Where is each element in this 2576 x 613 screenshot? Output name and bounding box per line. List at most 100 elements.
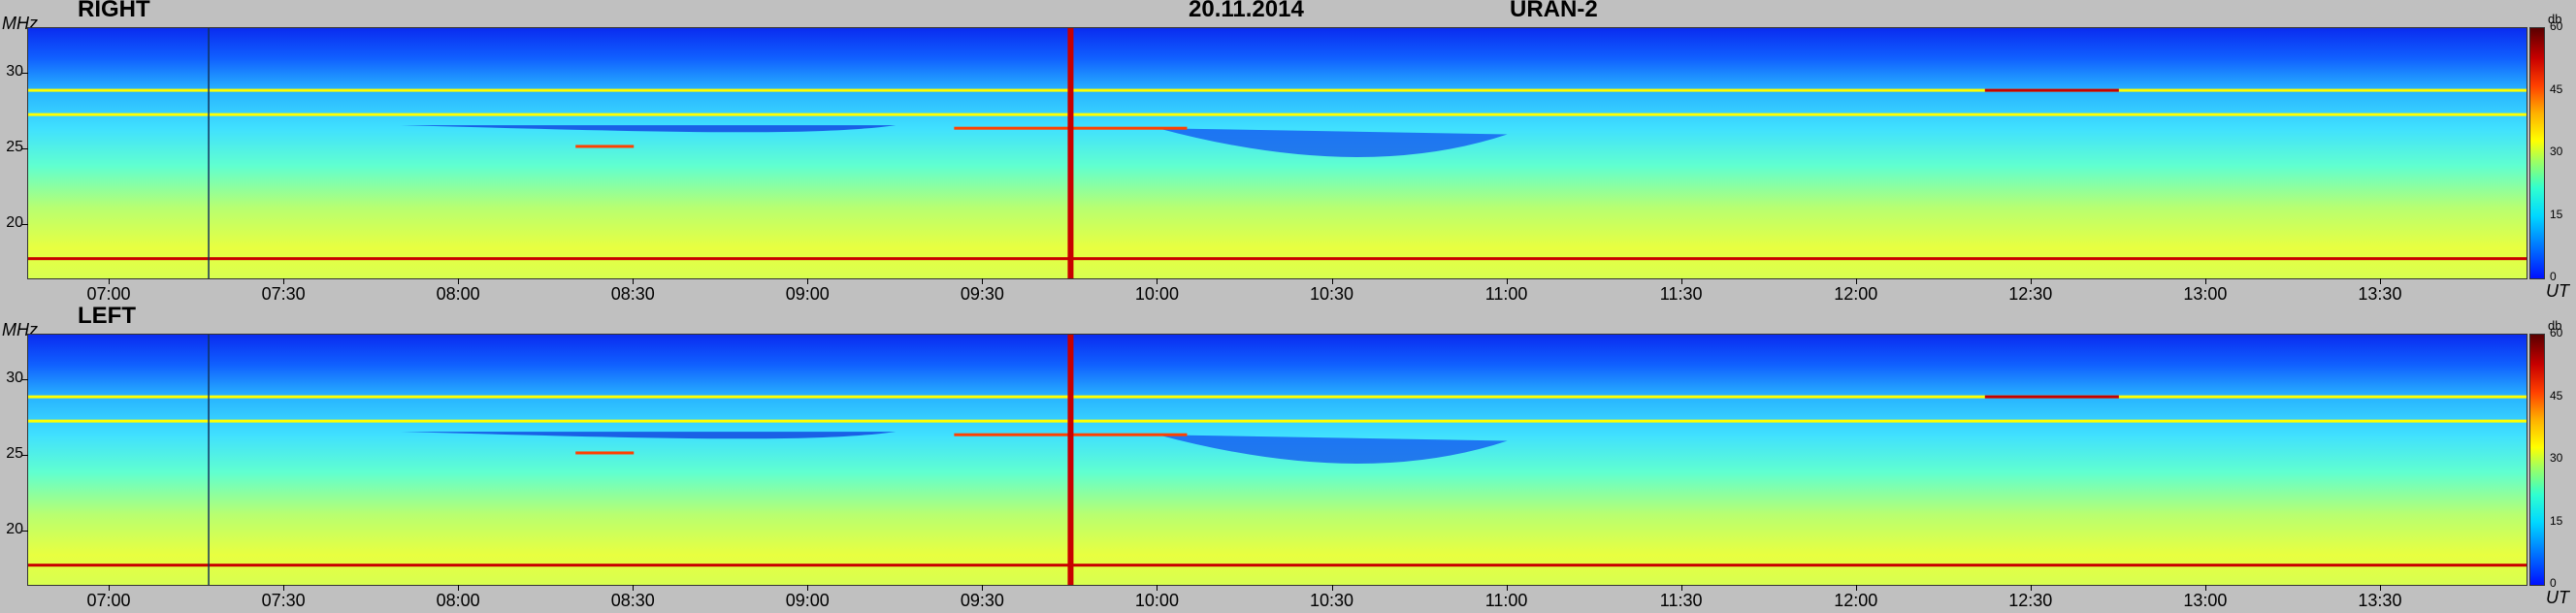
spectrogram-panel-right: RIGHT MHz 20 25 30 07:00 07:30 08:00 08:30 09:… — [0, 0, 2576, 306]
y-tick-mark — [22, 224, 28, 226]
x-tick-mark — [109, 278, 111, 284]
x-tick-label: 10:00 — [1134, 284, 1179, 304]
colorbar-tick-label: 0 — [2550, 270, 2557, 283]
x-tick-mark — [2379, 585, 2381, 591]
spectrogram-background — [28, 28, 2527, 278]
narrowband-line — [1984, 88, 2119, 92]
x-tick-label: 13:30 — [2358, 591, 2402, 610]
x-tick-label: 07:00 — [86, 284, 131, 304]
panel-title: RIGHT — [78, 0, 150, 22]
colorbar — [2529, 27, 2545, 279]
x-tick-mark — [2030, 278, 2032, 284]
x-tick-mark — [1157, 278, 1158, 284]
y-tick-label: 25 — [6, 445, 23, 463]
narrowband-line — [28, 419, 2527, 423]
spectrogram-plot-area — [27, 27, 2527, 279]
x-tick-mark — [458, 278, 460, 284]
x-tick-label: 11:00 — [1484, 591, 1528, 610]
x-tick-mark — [982, 585, 984, 591]
colorbar-tick-label: 30 — [2550, 145, 2563, 158]
x-tick-label: 10:30 — [1309, 284, 1354, 304]
depression-region — [401, 125, 897, 133]
x-tick-label: 09:30 — [960, 284, 1004, 304]
x-tick-label: 13:00 — [2183, 284, 2228, 304]
colorbar-unit: db — [2548, 318, 2562, 333]
x-tick-mark — [283, 278, 285, 284]
x-tick-label: 08:00 — [436, 591, 480, 610]
x-tick-label: 08:30 — [610, 591, 655, 610]
x-tick-label: 07:00 — [86, 591, 131, 610]
x-tick-mark — [458, 585, 460, 591]
x-tick-label: 11:30 — [1659, 284, 1703, 304]
x-tick-label: 08:00 — [436, 284, 480, 304]
broadband-burst — [1067, 28, 1074, 278]
x-tick-mark — [2379, 278, 2381, 284]
x-tick-label: 08:30 — [610, 284, 655, 304]
spectrogram-svg — [28, 335, 2527, 585]
narrowband-line — [28, 257, 2527, 261]
depression-region — [401, 432, 897, 439]
y-tick-mark — [22, 378, 28, 380]
x-tick-label: 11:30 — [1659, 591, 1703, 610]
colorbar-tick-label: 0 — [2550, 576, 2557, 590]
x-tick-mark — [2204, 585, 2206, 591]
narrowband-line — [28, 113, 2527, 116]
colorbar-tick-label: 45 — [2550, 81, 2563, 96]
y-tick-label: 20 — [6, 521, 23, 538]
x-tick-label: 11:00 — [1484, 284, 1528, 304]
colorbar-tick-label: 45 — [2550, 388, 2563, 403]
y-tick-mark — [22, 148, 28, 150]
x-tick-mark — [633, 585, 635, 591]
narrowband-line — [28, 564, 2527, 567]
time-axis-unit: UT — [2546, 588, 2569, 607]
y-tick-label: 30 — [6, 369, 23, 386]
y-tick-label: 20 — [6, 214, 23, 232]
x-tick-label: 09:00 — [785, 591, 830, 610]
date-label: 20.11.2014 — [1189, 0, 1304, 22]
x-tick-label: 12:30 — [2008, 284, 2053, 304]
narrowband-line — [28, 395, 2527, 399]
x-tick-mark — [1157, 585, 1158, 591]
x-tick-mark — [1331, 278, 1333, 284]
x-tick-mark — [1506, 278, 1508, 284]
y-tick-mark — [22, 531, 28, 532]
spectrogram-plot-area — [27, 334, 2527, 586]
y-tick-label: 25 — [6, 139, 23, 156]
x-tick-mark — [1680, 278, 1682, 284]
y-tick-mark — [22, 455, 28, 457]
narrowband-line — [28, 88, 2527, 92]
x-tick-mark — [2030, 585, 2032, 591]
x-tick-label: 07:30 — [261, 284, 306, 304]
colorbar-tick-label: 30 — [2550, 451, 2563, 465]
x-tick-label: 13:30 — [2358, 284, 2402, 304]
spectrogram-panel-left: LEFT MHz 20 25 30 07:00 07:30 08:00 08:30 09:0… — [0, 303, 2576, 613]
colorbar-tick-label: 60 — [2550, 19, 2563, 33]
x-tick-mark — [1331, 585, 1333, 591]
x-tick-label: 09:00 — [785, 284, 830, 304]
x-tick-label: 12:00 — [1834, 284, 1878, 304]
time-axis-unit: UT — [2546, 281, 2569, 301]
x-tick-mark — [633, 278, 635, 284]
x-tick-mark — [807, 585, 809, 591]
x-tick-mark — [1855, 585, 1857, 591]
colorbar-unit: db — [2548, 12, 2562, 26]
x-tick-mark — [1680, 585, 1682, 591]
depression-region — [1158, 128, 1508, 158]
colorbar-tick-label: 60 — [2550, 326, 2563, 339]
y-tick-label: 30 — [6, 62, 23, 80]
x-tick-label: 12:00 — [1834, 591, 1878, 610]
x-tick-label: 10:00 — [1134, 591, 1179, 610]
panel-title: LEFT — [78, 303, 136, 329]
x-tick-mark — [1855, 278, 1857, 284]
spectrogram-background — [28, 335, 2527, 585]
narrowband-line — [575, 145, 635, 148]
x-tick-mark — [283, 585, 285, 591]
x-tick-mark — [807, 278, 809, 284]
narrowband-line — [1984, 395, 2119, 399]
x-tick-mark — [982, 278, 984, 284]
x-tick-label: 07:30 — [261, 591, 306, 610]
spectrogram-svg — [28, 28, 2527, 278]
x-tick-mark — [109, 585, 111, 591]
x-tick-label: 12:30 — [2008, 591, 2053, 610]
x-tick-label: 10:30 — [1309, 591, 1354, 610]
